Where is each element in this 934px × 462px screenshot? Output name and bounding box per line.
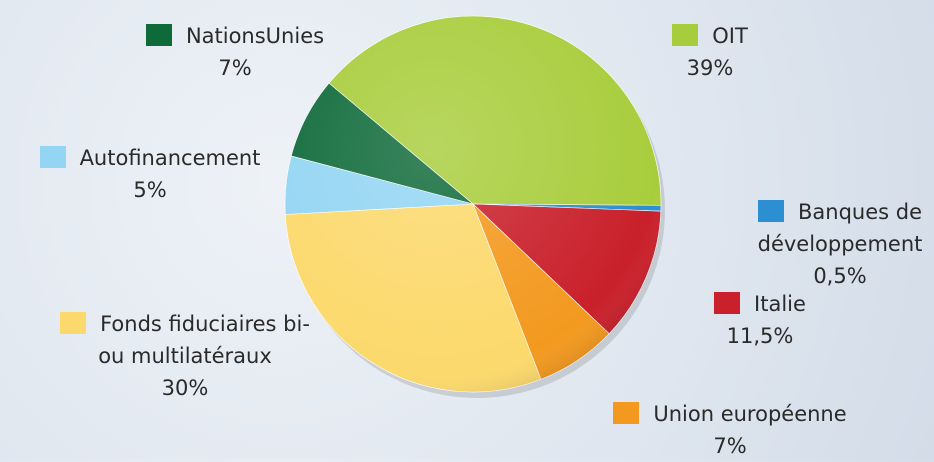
legend-swatch (757, 200, 784, 222)
legend-label: Fonds fiduciaires bi- ou multilatéraux (50, 308, 320, 372)
legend-text: OIT (712, 24, 748, 48)
legend-swatch (672, 24, 699, 46)
legend-item: OIT 39% (630, 20, 790, 84)
legend-swatch (39, 146, 66, 168)
value-label: 30% (161, 376, 209, 400)
legend-item: Union européenne 7% (580, 398, 880, 462)
legend-swatch (60, 312, 87, 334)
legend-item: Fonds fiduciaires bi- ou multilatéraux 30… (50, 308, 320, 404)
legend-text: NationsUnies (185, 24, 325, 48)
legend-label: OIT (630, 20, 790, 52)
legend-label: Union européenne (580, 398, 880, 430)
legend-text: Italie (754, 292, 806, 316)
legend-swatch (145, 24, 172, 46)
legend-swatch (714, 292, 741, 314)
legend-label: NationsUnies (115, 20, 355, 52)
legend-text: Fonds fiduciaires bi- ou multilatéraux (98, 312, 310, 368)
value-label: 0,5% (813, 264, 867, 288)
value-label: 11,5% (726, 324, 794, 348)
legend-item: Autofinancement 5% (10, 142, 290, 206)
legend-swatch (613, 402, 640, 424)
legend-item: Italie 11,5% (680, 288, 840, 352)
legend-text: Banques de développement (757, 200, 923, 256)
legend-label: Italie (680, 288, 840, 320)
legend-item: NationsUnies 7% (115, 20, 355, 84)
legend-text: Autofinancement (79, 146, 261, 170)
legend-label: Banques de développement (745, 196, 934, 260)
legend-label: Autofinancement (10, 142, 290, 174)
value-label: 5% (133, 178, 167, 202)
value-label: 7% (218, 56, 252, 80)
value-label: 7% (713, 434, 747, 458)
value-label: 39% (686, 56, 734, 80)
legend-item: Banques de développement 0,5% (745, 196, 934, 292)
legend-text: Union européenne (653, 402, 847, 426)
